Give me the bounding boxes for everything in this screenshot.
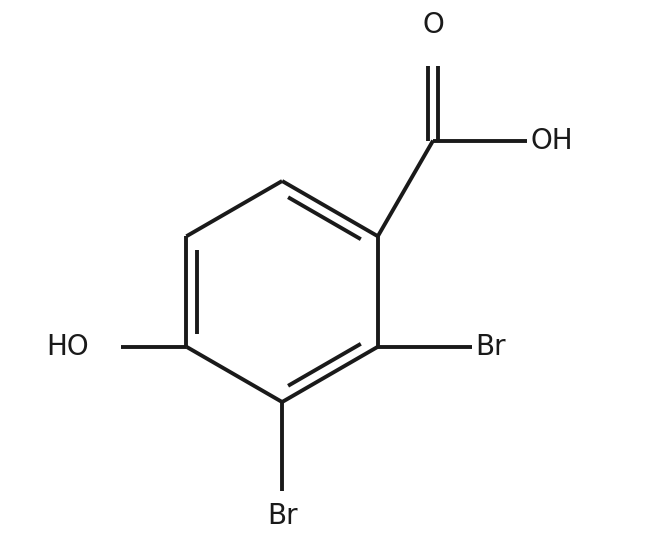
Text: HO: HO — [46, 333, 89, 361]
Text: Br: Br — [475, 333, 506, 361]
Text: Br: Br — [266, 502, 298, 530]
Text: O: O — [422, 11, 444, 39]
Text: OH: OH — [530, 126, 573, 155]
